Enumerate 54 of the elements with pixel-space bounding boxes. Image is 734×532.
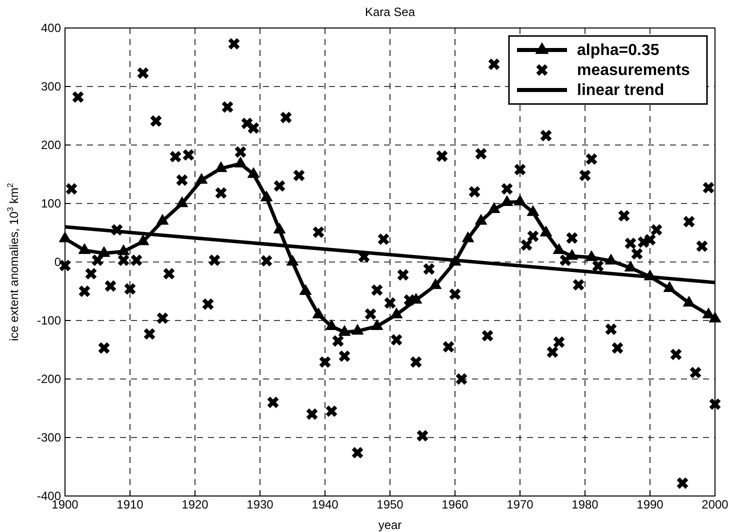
x-tick-label: 1970: [506, 498, 534, 512]
point: [338, 325, 351, 336]
point: [708, 312, 722, 322]
point: [195, 173, 208, 184]
y-tick-label: 0: [54, 254, 62, 269]
point: [540, 226, 552, 236]
y-tick-label: -300: [36, 430, 62, 444]
x-tick-label: 2000: [702, 498, 729, 512]
y-tick-label: 300: [40, 79, 62, 94]
point: [299, 284, 312, 295]
point: [78, 243, 91, 254]
x-tick-label: 1990: [636, 498, 664, 512]
point: [351, 324, 364, 335]
point: [312, 308, 325, 318]
point: [663, 281, 676, 292]
point: [98, 246, 110, 257]
point: [514, 194, 526, 206]
point: [682, 296, 696, 307]
point: [273, 222, 286, 234]
point: [462, 232, 474, 242]
x-tick-label: 1910: [116, 498, 144, 512]
point: [474, 214, 488, 225]
x-tick-label: 1940: [312, 498, 339, 512]
legend-label: measurements: [577, 62, 690, 79]
y-tick-label: -200: [36, 372, 62, 386]
point: [390, 308, 403, 318]
point: [488, 202, 500, 213]
point: [214, 161, 228, 172]
point: [234, 156, 247, 168]
x-tick-label: 1950: [376, 498, 404, 512]
point: [117, 244, 130, 256]
y-tick-label: 400: [40, 20, 62, 35]
point: [429, 278, 442, 290]
x-tick-label: 1930: [246, 498, 274, 512]
legend-label: linear trend: [577, 82, 664, 99]
x-tick-label: 1960: [442, 498, 469, 512]
point: [260, 190, 273, 202]
y-tick-label: 100: [40, 196, 62, 210]
point: [526, 205, 540, 216]
point: [370, 319, 384, 330]
x-axis-title: year: [378, 518, 402, 532]
point: [604, 254, 618, 264]
chart-title: Kara Sea: [364, 5, 416, 19]
y-tick-label: -100: [36, 313, 62, 328]
point: [176, 196, 188, 208]
point: [156, 214, 169, 225]
legend-label: alpha=0.35: [577, 42, 660, 59]
x-tick-label: 1980: [572, 498, 599, 512]
y-tick-label: 200: [40, 138, 62, 152]
point: [286, 254, 299, 266]
x-tick-label: 1920: [182, 498, 209, 512]
point: [58, 232, 72, 242]
point: [585, 250, 598, 261]
point: [247, 167, 260, 178]
